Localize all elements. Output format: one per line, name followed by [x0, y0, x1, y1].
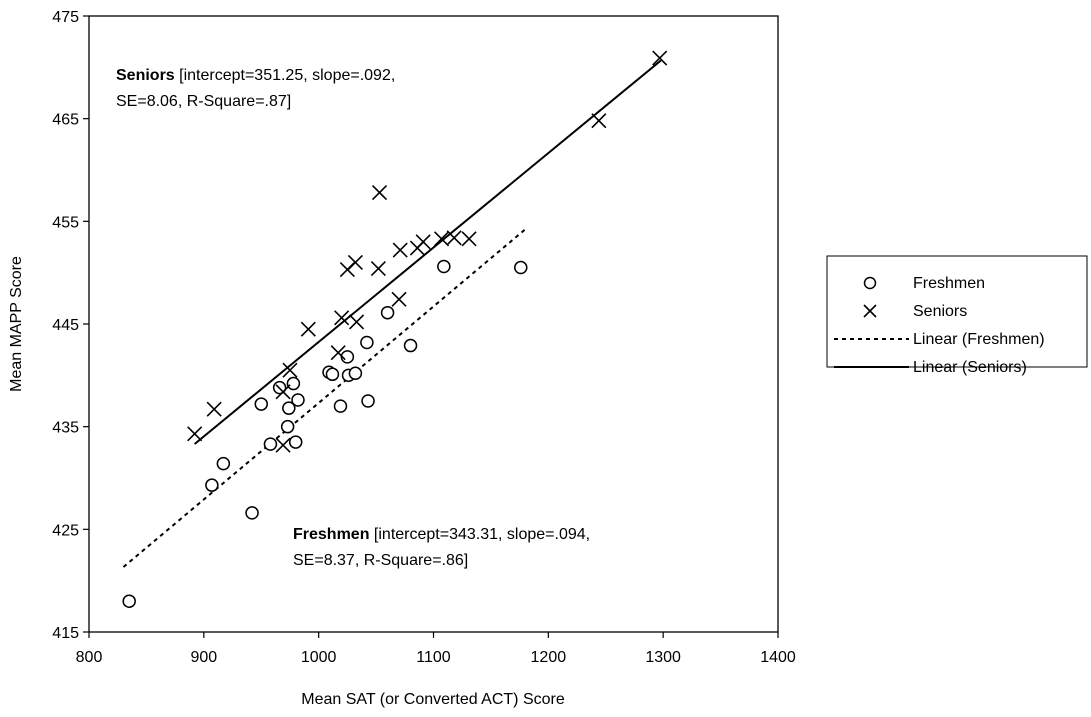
y-tick-label: 455 [52, 214, 79, 231]
point-freshmen [245, 506, 259, 520]
point-seniors [330, 345, 346, 361]
legend-marker-seniors [863, 304, 877, 318]
point-seniors [348, 314, 365, 330]
point-seniors [433, 231, 450, 247]
freshmen-annotation-line1: Freshmen [intercept=343.31, slope=.094, [293, 526, 590, 543]
y-tick-label: 475 [52, 9, 79, 26]
point-freshmen [348, 366, 363, 381]
point-freshmen [360, 335, 374, 350]
point-freshmen [325, 367, 340, 382]
axis-ticks: 800 900 1000 1100 1200 1300 1400 415 425 435 445 45… [52, 9, 796, 666]
x-tick-label: 1300 [645, 649, 681, 666]
point-seniors [391, 291, 407, 307]
point-freshmen [254, 397, 268, 411]
point-freshmen [280, 419, 295, 434]
point-freshmen [263, 437, 278, 451]
y-tick-label: 425 [52, 522, 79, 539]
seniors-annotation-line2: SE=8.06, R-Square=.87] [116, 93, 291, 110]
y-axis-label: Mean MAPP Score [8, 256, 25, 392]
x-tick-label: 1000 [301, 649, 337, 666]
point-freshmen [437, 259, 451, 274]
point-freshmen [282, 401, 296, 415]
point-freshmen [216, 456, 231, 471]
x-tick-label: 1100 [416, 649, 451, 666]
point-seniors [206, 401, 222, 417]
seniors-annotation-line1: Seniors [intercept=351.25, slope=.092, [116, 67, 395, 84]
legend-label-linear-seniors: Linear (Seniors) [913, 359, 1027, 376]
y-tick-label: 465 [52, 112, 79, 129]
x-tick-label: 1200 [531, 649, 567, 666]
point-seniors [591, 113, 607, 129]
seniors-annotation-stats: [intercept=351.25, slope=.092, [175, 67, 396, 84]
point-freshmen [514, 260, 528, 275]
point-seniors [275, 437, 291, 453]
freshmen-annotation-line2: SE=8.37, R-Square=.86] [293, 552, 468, 569]
seniors-annotation-bold: Seniors [116, 67, 175, 84]
point-seniors [370, 260, 386, 277]
freshmen-annotation-bold: Freshmen [293, 526, 369, 543]
point-seniors [334, 310, 350, 326]
y-tick-label: 445 [52, 317, 79, 334]
y-tick-label: 415 [52, 625, 79, 642]
y-tick-label: 435 [52, 420, 79, 437]
point-freshmen [403, 338, 418, 353]
point-seniors [392, 242, 408, 258]
point-freshmen [205, 478, 219, 492]
legend: Freshmen Seniors Linear (Freshmen) Linea… [826, 255, 1088, 376]
point-seniors [371, 185, 388, 201]
legend-label-seniors: Seniors [913, 303, 967, 320]
legend-marker-freshmen [863, 276, 877, 290]
point-seniors [275, 384, 291, 400]
point-seniors [652, 50, 668, 66]
point-seniors [187, 426, 203, 442]
point-freshmen [122, 594, 136, 608]
point-freshmen [361, 394, 375, 408]
x-tick-label: 1400 [760, 649, 796, 666]
point-seniors [415, 234, 431, 250]
point-freshmen [288, 435, 303, 449]
point-freshmen [380, 305, 395, 320]
freshmen-annotation-stats: [intercept=343.31, slope=.094, [369, 526, 590, 543]
point-freshmen [291, 393, 305, 407]
legend-label-linear-freshmen: Linear (Freshmen) [913, 331, 1045, 348]
point-seniors [347, 254, 363, 270]
x-tick-label: 900 [190, 649, 217, 666]
point-seniors [300, 321, 316, 337]
legend-label-freshmen: Freshmen [913, 275, 985, 292]
x-axis-label: Mean SAT (or Converted ACT) Score [301, 691, 565, 708]
point-seniors [282, 362, 298, 378]
x-tick-label: 800 [76, 649, 103, 666]
point-freshmen [333, 399, 348, 413]
point-freshmen [286, 376, 301, 391]
trendline-seniors [194, 59, 662, 445]
point-seniors [446, 230, 462, 246]
data-markers [122, 50, 668, 608]
plot-area [88, 15, 779, 633]
point-seniors [461, 231, 477, 247]
trendlines [122, 59, 662, 568]
